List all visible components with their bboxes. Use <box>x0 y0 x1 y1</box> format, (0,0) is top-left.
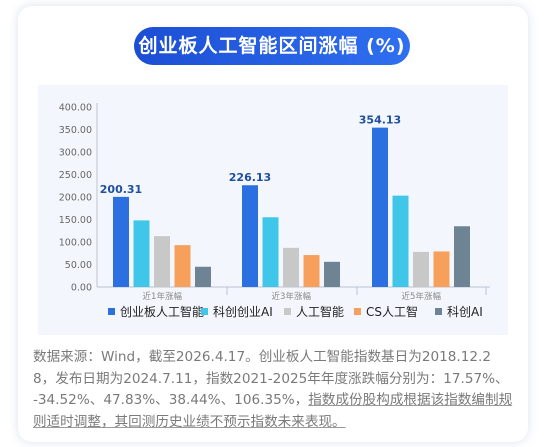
y-tick-label: 250.00 <box>59 170 92 181</box>
bar <box>454 226 470 287</box>
legend-label: 人工智能 <box>296 304 344 319</box>
x-tick-label: 近1年涨幅 <box>143 291 183 302</box>
y-tick-label: 200.00 <box>59 193 92 204</box>
bar <box>195 267 211 287</box>
legend-swatch <box>201 308 208 315</box>
legend-swatch <box>108 308 115 315</box>
legend-label: 科创创业AI <box>213 305 273 319</box>
y-tick-label: 300.00 <box>59 148 92 159</box>
bar <box>242 185 258 287</box>
bar <box>434 251 450 287</box>
y-tick-label: 150.00 <box>59 215 92 226</box>
bar <box>283 248 299 287</box>
data-label: 200.31 <box>100 183 142 196</box>
bar <box>413 252 429 287</box>
legend-swatch <box>284 308 291 315</box>
bar <box>154 236 170 287</box>
legend-label: 创业板人工智能 <box>120 304 204 319</box>
bar <box>134 220 150 287</box>
y-tick-label: 400.00 <box>59 103 92 114</box>
source-note: 数据来源：Wind，截至2026.4.17。创业板人工智能指数基日为2018.1… <box>33 347 513 433</box>
y-tick-label: 0.00 <box>71 283 92 294</box>
x-tick-label: 近5年涨幅 <box>402 291 442 302</box>
bar <box>304 255 320 287</box>
bar <box>372 128 388 287</box>
data-label: 226.13 <box>229 171 271 184</box>
x-tick-label: 近3年涨幅 <box>272 291 312 302</box>
bar <box>175 245 191 287</box>
legend-label: 科创AI <box>447 305 483 319</box>
y-tick-label: 350.00 <box>59 125 92 136</box>
y-tick-label: 50.00 <box>65 260 92 271</box>
bar <box>393 196 409 287</box>
legend-label: CS人工智 <box>366 304 418 319</box>
bar <box>263 217 279 287</box>
legend-swatch <box>435 308 442 315</box>
bar-chart: 0.00 50.00 100.00 150.00 200.00 250.00 300.00 3… <box>0 0 550 340</box>
data-label: 354.13 <box>359 114 401 127</box>
bar <box>324 262 340 287</box>
bar <box>113 197 129 287</box>
y-tick-label: 100.00 <box>59 238 92 249</box>
legend-swatch <box>354 308 361 315</box>
